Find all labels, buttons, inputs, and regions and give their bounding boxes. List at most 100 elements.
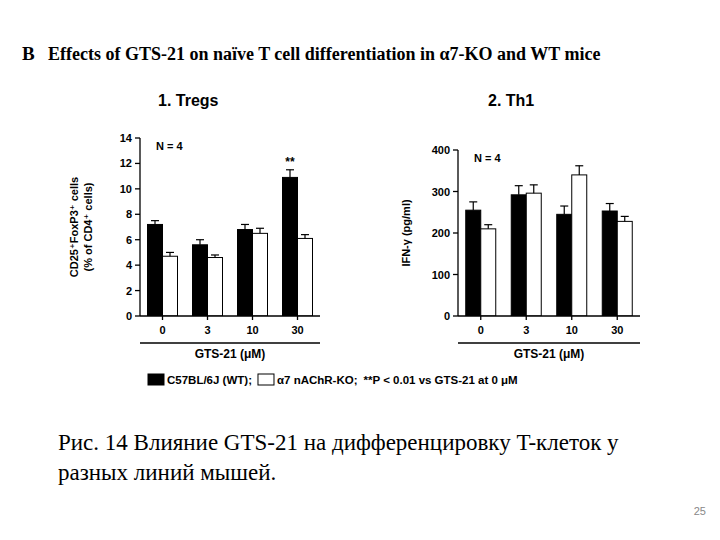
- y-tick: [453, 315, 458, 316]
- error-bar: [606, 204, 614, 211]
- error-bar: [166, 252, 174, 256]
- bar: [298, 238, 313, 316]
- bar: [481, 229, 496, 316]
- error-cap: [211, 254, 219, 255]
- error-cap: [241, 224, 249, 225]
- error-bar: [469, 202, 477, 210]
- error-bar: [530, 185, 538, 193]
- y-tick-label: 200: [432, 227, 450, 239]
- error-stem: [289, 170, 290, 178]
- y-axis: [139, 138, 140, 316]
- y-tick: [135, 163, 140, 164]
- error-stem: [473, 202, 474, 210]
- error-stem: [259, 228, 260, 233]
- slide: B Effects of GTS-21 on naïve T cell diffe…: [0, 0, 720, 540]
- error-bar: [575, 166, 583, 175]
- x-tick-label: 30: [611, 324, 623, 336]
- y-tick: [135, 214, 140, 215]
- y-tick: [135, 290, 140, 291]
- y-tick: [135, 188, 140, 189]
- error-cap: [575, 165, 583, 166]
- error-stem: [533, 185, 534, 193]
- error-cap: [515, 185, 523, 186]
- y-tick: [135, 264, 140, 265]
- error-cap: [606, 203, 614, 204]
- significance: **: [285, 155, 295, 169]
- y-tick-label: 14: [120, 132, 133, 144]
- error-stem: [579, 166, 580, 175]
- error-bar: [301, 235, 309, 239]
- y-tick-label: 0: [126, 310, 132, 322]
- x-axis: [140, 315, 320, 316]
- x-tick-label: 10: [566, 324, 578, 336]
- error-cap: [166, 252, 174, 253]
- y-tick-label: 12: [120, 157, 132, 169]
- annotation: N = 4: [156, 140, 183, 152]
- error-cap: [196, 239, 204, 240]
- y-tick-label: 4: [126, 259, 133, 271]
- error-stem: [488, 225, 489, 229]
- y-tick: [453, 274, 458, 275]
- x-tick: [571, 316, 572, 320]
- chart-title: 1. Tregs: [158, 92, 219, 109]
- error-stem: [564, 206, 565, 214]
- bars: [466, 166, 633, 316]
- x-tick-label: 10: [246, 324, 258, 336]
- y-tick: [453, 232, 458, 233]
- chart: 2. Th1N = 40100200300400IFN-γ (pg/ml)031…: [400, 92, 640, 361]
- error-bar: [196, 240, 204, 245]
- x-tick-label: 30: [291, 324, 303, 336]
- x-bracket: [458, 342, 640, 343]
- bar: [526, 193, 541, 316]
- error-cap: [286, 169, 294, 170]
- header: Effects of GTS-21 on naïve T cell differ…: [48, 44, 600, 64]
- y-tick-label: 400: [432, 144, 450, 156]
- bar: [283, 177, 298, 316]
- legend-label: C57BL/6J (WT);: [167, 374, 252, 386]
- y-axis-label: CD25⁺FoxP3⁺ cells: [68, 177, 80, 277]
- bar: [193, 245, 208, 316]
- y-axis-label: IFN-γ (pg/ml): [400, 199, 412, 267]
- bar: [238, 230, 253, 316]
- x-tick: [207, 316, 208, 320]
- error-cap: [621, 216, 629, 217]
- annotation: N = 4: [474, 152, 501, 164]
- x-tick: [297, 316, 298, 320]
- legend-swatch: [258, 374, 274, 385]
- error-bar: [560, 206, 568, 214]
- bar: [148, 224, 163, 316]
- error-stem: [624, 216, 625, 221]
- x-tick-label: 3: [523, 324, 529, 336]
- error-bar: [621, 216, 629, 221]
- y-tick: [135, 315, 140, 316]
- y-tick: [453, 191, 458, 192]
- x-tick: [162, 316, 163, 320]
- x-tick: [480, 316, 481, 320]
- error-cap: [469, 201, 477, 202]
- error-cap: [256, 228, 264, 229]
- bar: [511, 195, 526, 316]
- y-tick-label: 100: [432, 269, 450, 281]
- legend-label: α7 nAChR-KO;: [277, 374, 358, 386]
- error-stem: [518, 186, 519, 195]
- x-axis: [458, 315, 640, 316]
- legend-swatch: [148, 374, 164, 385]
- error-cap: [301, 234, 309, 235]
- y-tick-label: 300: [432, 186, 450, 198]
- y-tick-label: 6: [126, 234, 132, 246]
- error-bar: [211, 255, 219, 258]
- bar: [163, 256, 178, 316]
- chart-title: 2. Th1: [488, 92, 534, 109]
- y-tick: [135, 137, 140, 138]
- x-tick: [526, 316, 527, 320]
- error-bar: [286, 170, 294, 178]
- bar: [466, 210, 481, 316]
- error-cap: [484, 224, 492, 225]
- panel-label: B: [22, 43, 35, 64]
- error-bar: [241, 224, 249, 229]
- error-stem: [609, 204, 610, 211]
- x-axis-label: GTS-21 (μM): [195, 347, 266, 361]
- y-tick-label: 2: [126, 285, 132, 297]
- error-bar: [515, 186, 523, 195]
- chart: 1. TregsN = 4**02468101214CD25⁺FoxP3⁺ ce…: [68, 92, 320, 361]
